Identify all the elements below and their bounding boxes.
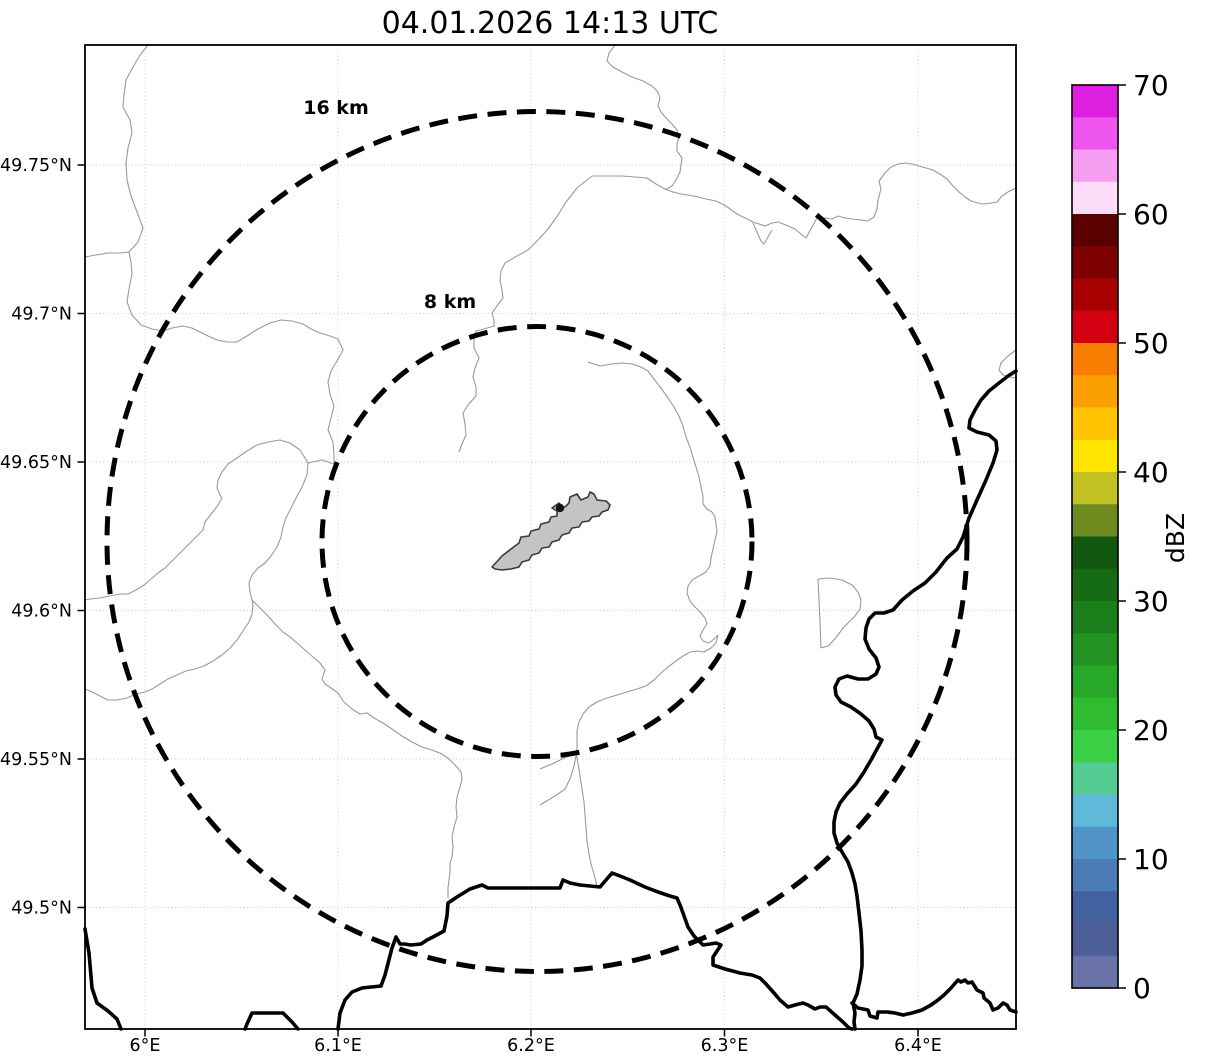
colorbar-segment xyxy=(1072,343,1118,376)
colorbar-segment xyxy=(1072,891,1118,925)
x-tick-label: 6.4°E xyxy=(894,1036,942,1056)
x-tick-label: 6°E xyxy=(130,1036,161,1056)
page-title: 04.01.2026 14:13 UTC xyxy=(382,6,719,41)
colorbar-segment xyxy=(1072,762,1118,796)
colorbar-frame xyxy=(1071,84,1119,989)
colorbar-tick-label: 20 xyxy=(1133,714,1169,747)
range-ring-label-16km: 16 km xyxy=(303,97,369,119)
colorbar-segment xyxy=(1072,375,1118,409)
colorbar-segment xyxy=(1072,181,1118,215)
colorbar-unit-label: dBZ xyxy=(1161,513,1190,563)
border-southwest xyxy=(83,927,123,1031)
colorbar-segment xyxy=(1072,730,1118,763)
colorbar-segment xyxy=(1072,439,1118,473)
colorbar: 70 60 50 40 30 20 10 0 dBZ xyxy=(1071,69,1190,1005)
colorbar-segment xyxy=(1072,665,1118,699)
border-southeast xyxy=(850,978,1018,1020)
colorbar-segment xyxy=(1072,633,1118,667)
colorbar-segments xyxy=(1072,85,1118,989)
border-south-bump xyxy=(243,1011,300,1031)
y-tick-label: 49.7°N xyxy=(11,305,72,325)
colorbar-segment xyxy=(1072,955,1118,989)
x-tick-label: 6.2°E xyxy=(507,1036,555,1056)
colorbar-segment xyxy=(1072,472,1118,505)
colorbar-segment xyxy=(1072,407,1118,441)
y-tick-label: 49.5°N xyxy=(11,899,72,919)
colorbar-segment xyxy=(1072,923,1118,957)
colorbar-segment xyxy=(1072,536,1118,570)
range-ring-8km xyxy=(319,324,755,759)
colorbar-tick-label: 30 xyxy=(1133,585,1169,618)
colorbar-segment xyxy=(1072,117,1118,151)
colorbar-tick-label: 0 xyxy=(1133,972,1151,1005)
colorbar-tick-label: 40 xyxy=(1133,456,1169,489)
colorbar-segment xyxy=(1072,310,1118,344)
colorbar-segment xyxy=(1072,697,1118,731)
colorbar-segment xyxy=(1072,246,1118,280)
colorbar-ticks xyxy=(1118,84,1126,989)
airport-area xyxy=(491,491,611,571)
colorbar-tick-labels: 70 60 50 40 30 20 10 0 xyxy=(1133,69,1169,1005)
colorbar-segment xyxy=(1072,85,1118,118)
x-tick-label: 6.3°E xyxy=(701,1036,749,1056)
plot-frame xyxy=(84,44,1017,1030)
colorbar-segment xyxy=(1072,568,1118,602)
border-south xyxy=(336,871,854,1031)
airport-polygon xyxy=(491,491,611,571)
y-axis-labels: 49.75°N 49.7°N 49.65°N 49.6°N 49.55°N 49… xyxy=(0,156,72,919)
country-borders xyxy=(83,369,1018,1031)
border-river-east xyxy=(832,369,1018,1031)
y-tick-label: 49.75°N xyxy=(0,156,72,176)
range-ring-label-8km: 8 km xyxy=(424,291,476,313)
x-axis-labels: 6°E 6.1°E 6.2°E 6.3°E 6.4°E xyxy=(130,1036,942,1056)
colorbar-segment xyxy=(1072,601,1118,634)
colorbar-segment xyxy=(1072,504,1118,538)
colorbar-tick-label: 70 xyxy=(1133,69,1169,102)
colorbar-segment xyxy=(1072,859,1118,892)
colorbar-segment xyxy=(1072,826,1118,860)
y-tick-label: 49.6°N xyxy=(11,602,72,622)
colorbar-segment xyxy=(1072,278,1118,312)
range-ring-16km xyxy=(104,109,970,974)
graticule-grid xyxy=(85,45,1016,1029)
range-rings xyxy=(104,109,970,974)
y-tick-label: 49.65°N xyxy=(0,453,72,473)
colorbar-tick-label: 10 xyxy=(1133,843,1169,876)
colorbar-tick-label: 50 xyxy=(1133,327,1169,360)
axis-ticks xyxy=(77,164,919,1037)
colorbar-segment xyxy=(1072,794,1118,828)
x-tick-label: 6.1°E xyxy=(314,1036,362,1056)
colorbar-segment xyxy=(1072,149,1118,183)
colorbar-segment xyxy=(1072,214,1118,247)
radar-site-marker xyxy=(555,503,565,513)
colorbar-tick-label: 60 xyxy=(1133,198,1169,231)
y-tick-label: 49.55°N xyxy=(0,750,72,770)
